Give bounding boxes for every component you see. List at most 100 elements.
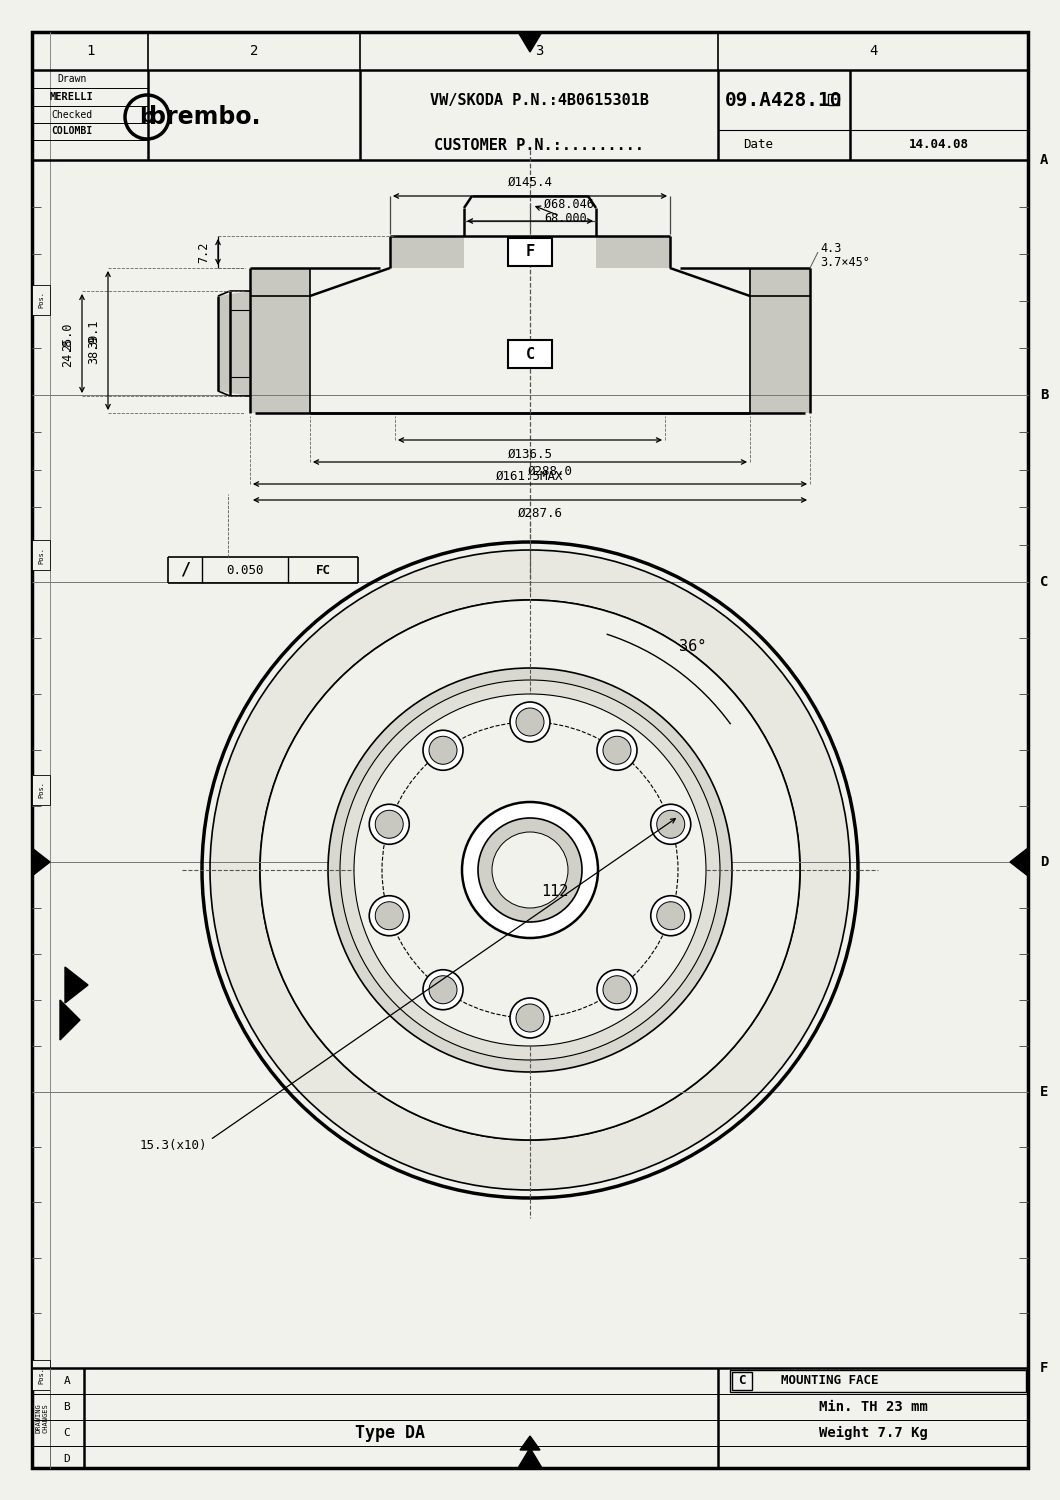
Text: /: / <box>180 561 190 579</box>
Text: 7.2: 7.2 <box>197 242 211 262</box>
Circle shape <box>651 896 691 936</box>
Polygon shape <box>518 1448 542 1468</box>
Text: Date: Date <box>743 138 773 152</box>
Text: 2: 2 <box>250 44 259 58</box>
Text: 14.04.08: 14.04.08 <box>909 138 969 152</box>
Text: COLOMBI: COLOMBI <box>52 126 92 136</box>
Text: C: C <box>738 1374 746 1388</box>
Text: Ø136.5: Ø136.5 <box>508 447 552 460</box>
Text: Checked: Checked <box>52 110 92 120</box>
Circle shape <box>597 730 637 771</box>
Text: MERELLI: MERELLI <box>50 92 94 102</box>
Bar <box>32 540 50 570</box>
Bar <box>508 238 552 266</box>
Polygon shape <box>390 236 464 268</box>
Text: b: b <box>139 106 155 128</box>
Polygon shape <box>750 296 810 412</box>
Circle shape <box>423 969 463 1010</box>
Text: B: B <box>64 1402 70 1411</box>
Polygon shape <box>60 1000 80 1039</box>
Text: 0.050: 0.050 <box>226 564 264 576</box>
Text: D: D <box>1040 855 1048 868</box>
Text: Ø68.046: Ø68.046 <box>544 198 594 210</box>
Circle shape <box>375 902 403 930</box>
Polygon shape <box>32 847 50 876</box>
Circle shape <box>260 600 800 1140</box>
Polygon shape <box>218 291 250 396</box>
Text: D: D <box>64 1454 70 1464</box>
Text: 38.9: 38.9 <box>88 336 101 364</box>
Polygon shape <box>250 268 310 296</box>
Circle shape <box>340 680 720 1060</box>
Circle shape <box>657 902 685 930</box>
Circle shape <box>651 804 691 844</box>
Text: Ø145.4: Ø145.4 <box>508 176 552 189</box>
Text: 4.3: 4.3 <box>820 242 842 255</box>
Circle shape <box>516 1004 544 1032</box>
Text: Pos.: Pos. <box>38 782 45 798</box>
Text: Type DA: Type DA <box>355 1424 425 1442</box>
Text: C: C <box>64 1428 70 1438</box>
Bar <box>732 1372 752 1390</box>
Circle shape <box>369 804 409 844</box>
Text: F: F <box>1040 1360 1048 1376</box>
Circle shape <box>354 694 706 1046</box>
Text: 24.8: 24.8 <box>61 339 74 368</box>
Text: VW/SKODA P.N.:4B0615301B: VW/SKODA P.N.:4B0615301B <box>429 93 649 108</box>
Circle shape <box>603 975 631 1004</box>
Text: A: A <box>1040 153 1048 166</box>
Text: 1: 1 <box>86 44 94 58</box>
Text: 09.A428.10: 09.A428.10 <box>725 90 843 110</box>
Bar <box>828 94 840 105</box>
Bar <box>32 776 50 806</box>
Circle shape <box>260 600 800 1140</box>
Text: brembo.: brembo. <box>149 105 261 129</box>
Circle shape <box>597 969 637 1010</box>
Circle shape <box>516 708 544 736</box>
Text: 4: 4 <box>869 44 878 58</box>
Text: CUSTOMER P.N.:.........: CUSTOMER P.N.:......... <box>434 138 643 153</box>
Text: Ø288.0: Ø288.0 <box>528 465 572 477</box>
Bar <box>32 1360 50 1390</box>
Text: Weight 7.7 Kg: Weight 7.7 Kg <box>818 1426 928 1440</box>
Text: 3.7×45°: 3.7×45° <box>820 256 870 270</box>
Polygon shape <box>1010 847 1028 876</box>
Text: FC: FC <box>316 564 331 576</box>
Text: A: A <box>64 1376 70 1386</box>
Bar <box>32 285 50 315</box>
Bar <box>730 1370 1026 1392</box>
Polygon shape <box>65 968 88 1004</box>
Polygon shape <box>250 296 310 412</box>
Circle shape <box>492 833 568 908</box>
Text: MOUNTING FACE: MOUNTING FACE <box>781 1374 879 1388</box>
Circle shape <box>510 702 550 742</box>
Text: C: C <box>526 346 534 362</box>
Text: DRAWING
CHANGES: DRAWING CHANGES <box>35 1402 49 1432</box>
Circle shape <box>657 810 685 838</box>
Text: Pos.: Pos. <box>38 1366 45 1383</box>
Text: 68.000: 68.000 <box>544 213 587 225</box>
Circle shape <box>369 896 409 936</box>
Polygon shape <box>750 268 810 296</box>
Circle shape <box>429 975 457 1004</box>
Circle shape <box>423 730 463 771</box>
Text: 36°: 36° <box>678 639 706 654</box>
Text: Drawn: Drawn <box>57 74 87 84</box>
Text: 112: 112 <box>542 885 568 900</box>
Circle shape <box>510 998 550 1038</box>
Polygon shape <box>520 1436 540 1450</box>
Text: Pos.: Pos. <box>38 291 45 309</box>
Circle shape <box>375 810 403 838</box>
Circle shape <box>429 736 457 765</box>
Text: C: C <box>1040 574 1048 590</box>
Polygon shape <box>596 236 670 268</box>
Circle shape <box>478 818 582 922</box>
Text: 3: 3 <box>535 44 543 58</box>
Text: F: F <box>526 244 534 260</box>
Text: 25.0: 25.0 <box>61 322 74 351</box>
Circle shape <box>328 668 732 1072</box>
Text: 15.3(x10): 15.3(x10) <box>140 1138 208 1152</box>
Circle shape <box>210 550 850 1190</box>
Text: B: B <box>1040 388 1048 402</box>
Text: Ø287.6: Ø287.6 <box>517 507 563 519</box>
